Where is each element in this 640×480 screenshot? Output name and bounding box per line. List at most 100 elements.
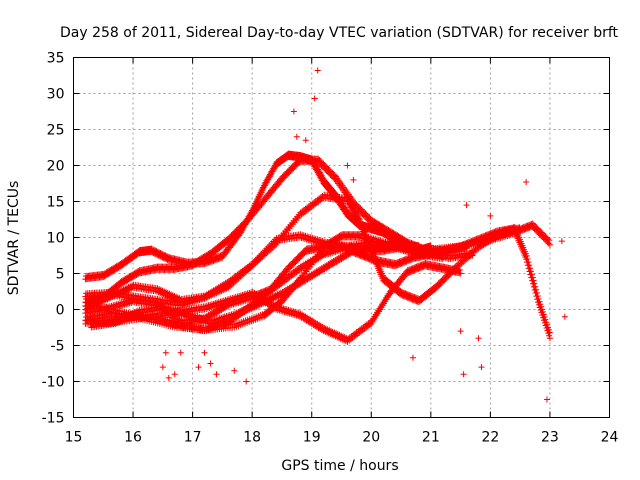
data-point-track-h [515, 229, 522, 236]
data-point-track-h [523, 225, 530, 232]
data-point-track-d [403, 258, 410, 265]
data-point-track-d [399, 260, 406, 267]
data-point-track-b [287, 167, 294, 174]
data-point-track-a [151, 246, 158, 253]
data-point-outlier [171, 371, 178, 378]
data-point-track-b [331, 172, 338, 179]
data-point-track-h [521, 226, 528, 233]
data-point-track-d [394, 262, 401, 269]
data-point-track-h [512, 230, 519, 237]
data-point-track-b [527, 265, 534, 272]
data-point-track-b [281, 174, 288, 181]
data-point-track-g [469, 252, 476, 259]
data-point-track-h [536, 226, 543, 233]
data-points [82, 67, 568, 403]
y-tick-label: 0 [56, 303, 65, 319]
data-point-track-d [296, 255, 303, 262]
data-point-track-d [292, 259, 299, 266]
data-point-track-b [538, 303, 545, 310]
data-point-track-f [409, 268, 416, 275]
data-point-track-a [153, 248, 160, 255]
data-point-track-c [408, 292, 415, 299]
data-point-outlier [302, 137, 309, 144]
data-point-track-b [539, 306, 546, 313]
data-point-track-c [398, 288, 405, 295]
data-point-track-h [527, 224, 534, 231]
data-point-outlier [162, 349, 169, 356]
data-point-track-f [419, 264, 426, 271]
data-point-track-b [524, 255, 531, 262]
x-tick-label: 17 [184, 430, 202, 446]
data-point-track-b [328, 168, 335, 175]
data-point-track-c [433, 284, 440, 291]
data-point-track-c [405, 291, 412, 298]
y-axis-label: SDTVAR / TECUs [6, 181, 22, 296]
data-point-track-b [286, 169, 293, 176]
data-point-track-c [406, 291, 413, 298]
data-point-track-b [290, 165, 297, 172]
data-point-outlier [311, 95, 318, 102]
data-point-outlier [460, 371, 467, 378]
data-point-track-b [546, 329, 553, 336]
data-point-track-b [526, 262, 533, 269]
data-point-outlier [314, 67, 321, 74]
data-point-track-b [535, 296, 542, 303]
data-point-track-f [418, 264, 425, 271]
data-point-track-h [532, 223, 539, 230]
data-point-track-d [291, 260, 298, 267]
data-point-track-f [411, 267, 418, 274]
data-point-track-b [317, 158, 324, 165]
data-point-track-c [436, 282, 443, 289]
data-point-outlier [213, 371, 220, 378]
y-tick-label: 30 [47, 87, 65, 103]
x-tick-label: 19 [303, 430, 321, 446]
y-tick-label: 20 [47, 159, 65, 175]
y-tick-label: 10 [47, 231, 65, 247]
data-point-track-b [544, 324, 551, 331]
data-point-track-c [435, 283, 442, 290]
data-point-track-d [371, 254, 377, 261]
data-point-track-a [163, 253, 170, 260]
data-point-track-b [357, 205, 364, 212]
data-point-track-b [532, 283, 539, 290]
data-point-track-f [412, 266, 419, 273]
data-point-track-d [295, 256, 302, 263]
data-point-track-h [545, 240, 552, 247]
data-point-track-b [541, 314, 548, 321]
data-point-outlier [409, 354, 416, 361]
data-point-track-b [239, 223, 246, 230]
data-point-track-b [536, 298, 543, 305]
data-point-track-c [445, 273, 452, 280]
data-point-track-d [393, 262, 400, 269]
data-point-track-c [437, 281, 444, 288]
data-point-track-b [240, 222, 247, 229]
data-point-track-h [546, 241, 553, 248]
data-point-track-b [543, 319, 550, 326]
data-point-track-b [278, 176, 285, 183]
data-point-track-d [369, 254, 376, 261]
y-tick-label: -5 [51, 339, 65, 355]
data-point-outlier [290, 108, 297, 115]
data-point-track-f [405, 269, 412, 276]
data-point-outlier [344, 162, 351, 169]
data-point-track-h [517, 228, 524, 235]
data-point-track-b [234, 229, 241, 236]
data-point-track-a [154, 248, 161, 255]
data-point-track-f [457, 270, 464, 277]
data-point-track-h [537, 228, 544, 235]
data-point-track-b [540, 311, 547, 318]
data-point-track-b [366, 214, 373, 221]
data-point-track-b [316, 156, 323, 163]
data-point-track-b [226, 236, 233, 243]
data-point-track-d [402, 259, 409, 266]
data-point-track-d [392, 263, 399, 270]
data-point-track-b [362, 210, 369, 217]
data-point-track-a [158, 250, 165, 257]
data-point-track-h [533, 224, 540, 231]
data-point-track-f [404, 270, 411, 277]
data-point-track-d [401, 259, 408, 266]
data-point-outlier [243, 378, 250, 385]
data-point-track-h [522, 226, 529, 233]
data-point-outlier [487, 212, 494, 219]
